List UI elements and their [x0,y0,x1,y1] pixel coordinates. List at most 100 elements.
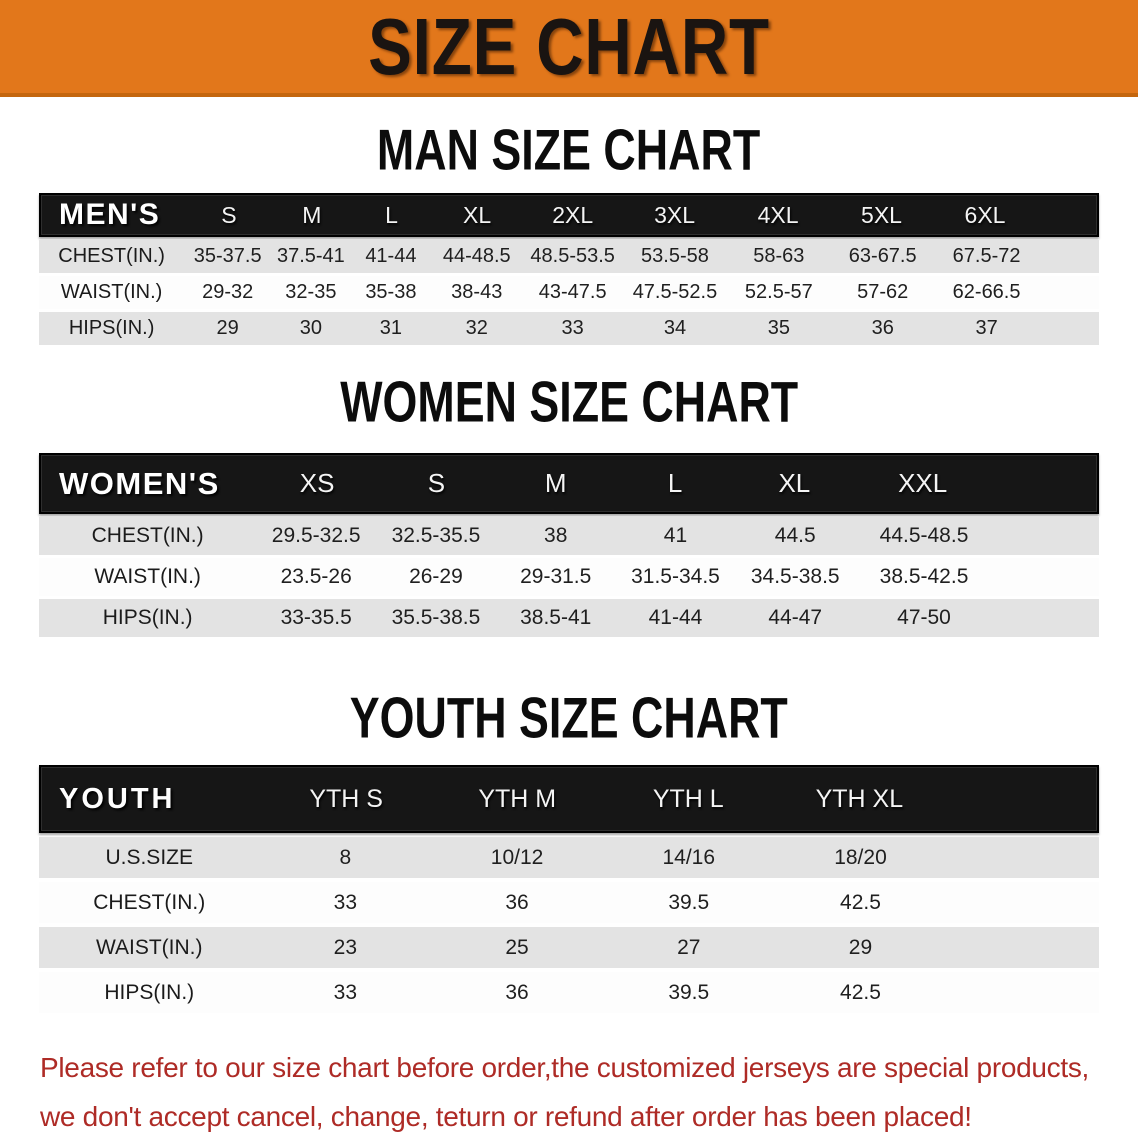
size-value: 26-29 [409,565,463,588]
men-col-xl: XL [463,201,492,228]
size-value: 39.5 [668,980,710,1004]
size-value: 30 [299,317,322,339]
size-value: 67.5-72 [952,245,1021,267]
size-value: 10/12 [490,845,544,869]
youth-chest-row: CHEST(IN.) 33 36 39.5 42.5 [39,882,1099,923]
men-col-3xl: 3XL [654,201,696,228]
men-col-l: L [385,201,398,228]
youth-col-m: YTH M [478,784,557,813]
size-value: 53.5-58 [641,245,709,267]
men-col-2xl: 2XL [552,201,594,228]
size-value: 32.5-35.5 [391,524,481,547]
size-value: 42.5 [840,980,881,1004]
size-value: 34 [663,317,687,339]
size-value: 31 [379,317,403,339]
row-label: HIPS(IN.) [68,317,155,339]
size-value: 41 [663,524,688,547]
row-label: WAIST(IN.) [95,935,203,959]
size-value: 63-67.5 [848,245,917,267]
size-value: 18/20 [834,845,887,869]
row-label: CHEST(IN.) [93,890,206,914]
size-value: 32 [465,317,488,339]
size-value: 8 [339,845,352,869]
size-value: 37 [975,317,998,339]
size-value: 57-62 [857,281,909,303]
size-value: 41-44 [365,245,417,267]
size-value: 58-63 [753,245,805,267]
row-label: CHEST(IN.) [58,245,165,267]
youth-col-xl: YTH XL [815,784,904,813]
footer-note-line-2: we don't accept cancel, change, teturn o… [40,1101,972,1132]
men-col-m: M [302,201,322,228]
row-label: HIPS(IN.) [102,606,193,629]
size-value: 38-43 [451,281,503,303]
men-section-heading: MAN SIZE CHART [0,117,1138,181]
youth-section-heading: YOUTH SIZE CHART [0,685,1138,749]
youth-table-header: YOUTH YTH S YTH M YTH L YTH XL [39,765,1099,833]
women-col-s: S [427,468,446,498]
size-value: 36 [871,317,894,339]
women-col-l: L [667,468,683,498]
size-value: 44.5 [774,524,816,547]
size-value: 42.5 [840,890,881,914]
size-value: 33 [561,317,584,339]
size-value: 35.5-38.5 [391,606,481,629]
youth-ussize-row: U.S.SIZE 8 10/12 14/16 18/20 [39,837,1099,878]
men-col-6xl: 6XL [964,201,1006,228]
size-value: 27 [677,935,701,959]
women-header-label: WOMEN'S [59,465,220,501]
women-hips-row: HIPS(IN.) 33-35.5 35.5-38.5 38.5-41 41-4… [39,599,1099,637]
size-value: 23.5-26 [280,565,352,588]
footer-note-line-1: Please refer to our size chart before or… [40,1052,1090,1083]
size-value: 44.5-48.5 [879,524,969,547]
women-size-table: WOMEN'S XS S M L XL XXL CHEST(IN.) 29.5-… [39,453,1099,637]
size-value: 47.5-52.5 [632,281,718,303]
size-value: 29 [848,935,873,959]
row-label: CHEST(IN.) [91,524,204,547]
youth-col-l: YTH L [652,784,724,813]
size-value: 14/16 [662,845,716,869]
men-chest-row: CHEST(IN.) 35-37.5 37.5-41 41-44 44-48.5… [39,240,1099,273]
size-value: 39.5 [668,890,710,914]
row-label: HIPS(IN.) [104,980,195,1004]
size-value: 35 [767,317,790,339]
men-table-header: MEN'S S M L XL 2XL 3XL 4XL 5XL 6XL [39,193,1099,237]
women-waist-row: WAIST(IN.) 23.5-26 26-29 29-31.5 31.5-34… [39,558,1099,596]
women-section-heading: WOMEN SIZE CHART [0,369,1138,433]
men-col-4xl: 4XL [757,201,799,228]
size-value: 36 [505,890,529,914]
women-col-xl: XL [778,468,811,498]
size-value: 34.5-38.5 [750,565,840,588]
size-value: 48.5-53.5 [530,245,615,267]
youth-size-table: YOUTH YTH S YTH M YTH L YTH XL U.S.SIZE … [39,765,1099,1013]
banner-title: SIZE CHART [368,1,770,91]
row-label: WAIST(IN.) [60,281,163,303]
size-value: 43-47.5 [538,281,607,303]
size-value: 38.5-42.5 [879,565,969,588]
size-value: 44-48.5 [442,245,511,267]
size-value: 32-35 [285,281,337,303]
size-value: 33 [333,890,357,914]
women-col-xxl: XXL [898,468,948,498]
size-value: 36 [505,980,529,1004]
women-table-header: WOMEN'S XS S M L XL XXL [39,453,1099,514]
youth-col-s: YTH S [309,784,383,813]
size-value: 29-32 [202,281,254,303]
youth-waist-row: WAIST(IN.) 23 25 27 29 [39,927,1099,968]
size-value: 35-37.5 [193,245,262,267]
men-col-5xl: 5XL [861,201,902,228]
size-value: 25 [505,935,529,959]
men-header-label: MEN'S [59,198,161,231]
size-value: 33-35.5 [280,606,352,629]
size-value: 41-44 [648,606,703,629]
size-value: 44-47 [768,606,823,629]
row-label: WAIST(IN.) [94,565,201,588]
size-value: 35-38 [365,281,417,303]
men-col-s: S [221,201,237,228]
women-col-xs: XS [299,468,335,498]
youth-hips-row: HIPS(IN.) 33 36 39.5 42.5 [39,972,1099,1013]
size-value: 29-31.5 [520,565,592,588]
size-value: 33 [333,980,357,1004]
size-value: 38.5-41 [520,606,592,629]
